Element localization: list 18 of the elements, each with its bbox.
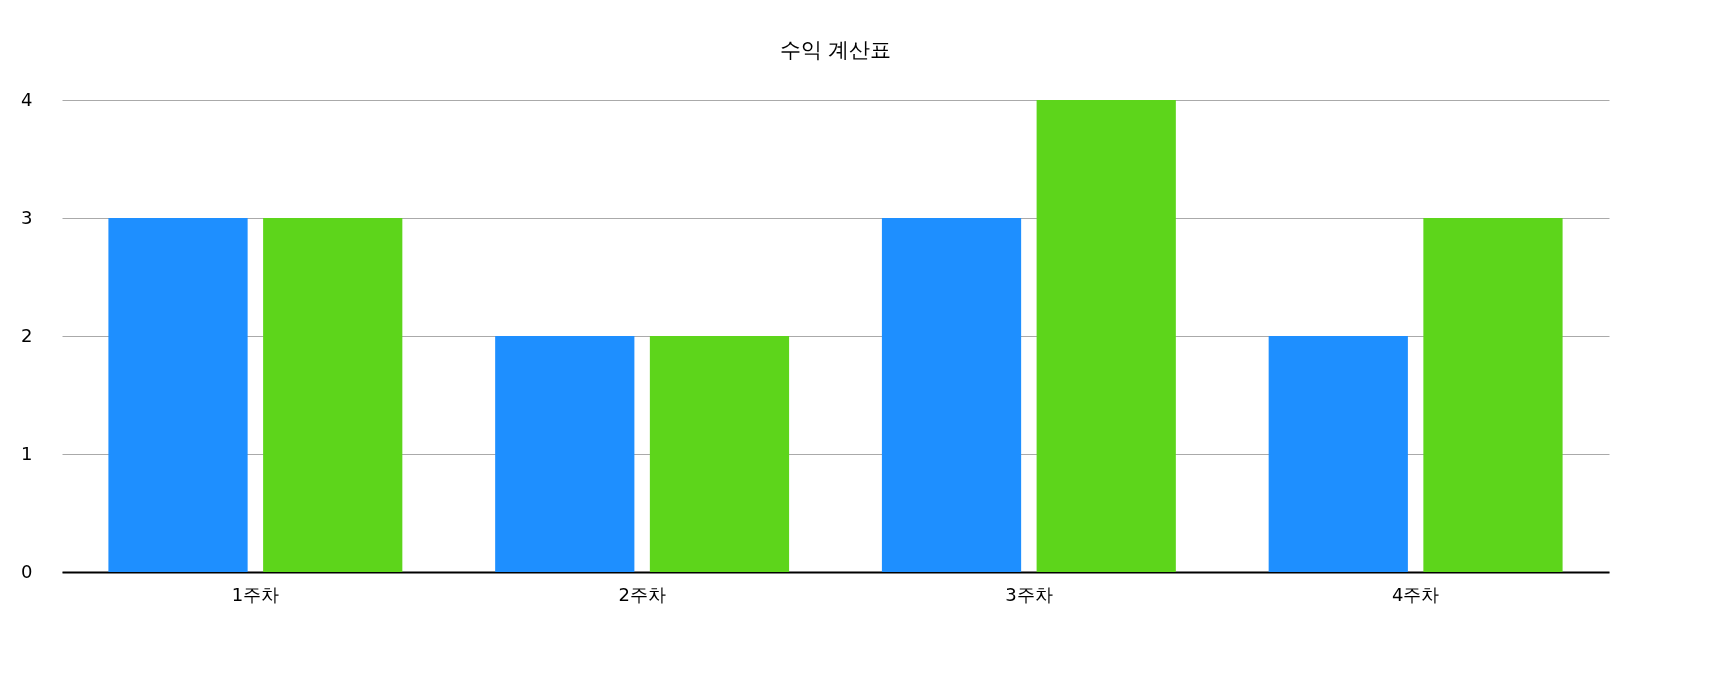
chart-title: 수익 계산표 bbox=[779, 38, 892, 62]
y-tick-label: 0 bbox=[21, 560, 33, 582]
y-tick-label: 1 bbox=[21, 442, 33, 464]
bar bbox=[1423, 218, 1563, 572]
x-tick-label: 3주차 bbox=[1005, 583, 1053, 605]
y-tick-label: 3 bbox=[21, 206, 33, 228]
x-tick-label: 4주차 bbox=[1391, 583, 1440, 605]
bar bbox=[649, 336, 790, 572]
bar bbox=[495, 336, 635, 572]
bar bbox=[881, 218, 1022, 572]
x-tick-label: 1주차 bbox=[231, 583, 280, 605]
y-tick-label: 2 bbox=[21, 324, 33, 346]
bar bbox=[1268, 336, 1408, 572]
x-tick-label: 2주차 bbox=[618, 583, 666, 605]
bar bbox=[263, 218, 403, 572]
bar bbox=[108, 218, 248, 572]
y-tick-label: 4 bbox=[21, 88, 33, 110]
bar bbox=[1036, 100, 1176, 572]
